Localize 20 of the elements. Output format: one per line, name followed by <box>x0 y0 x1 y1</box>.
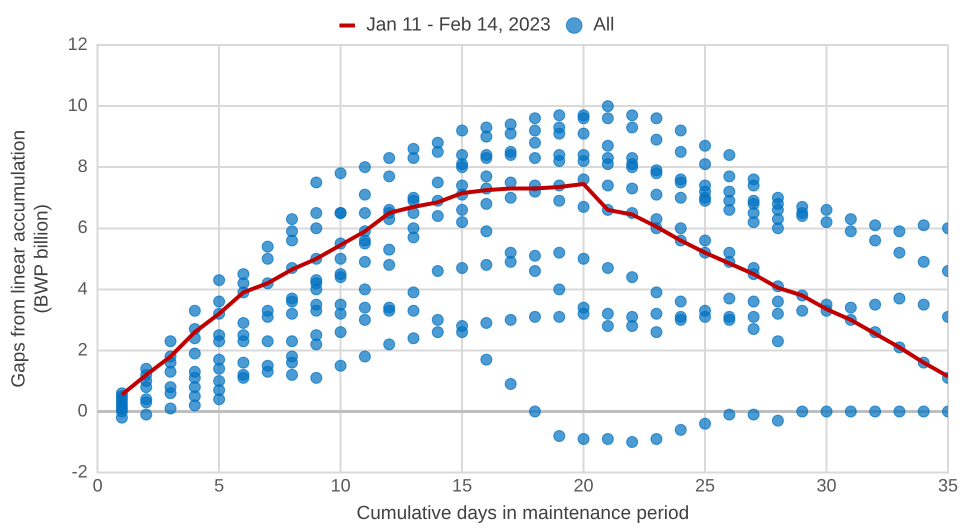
y-tick-label: 10 <box>68 95 88 116</box>
x-tick-label: 15 <box>452 475 472 496</box>
x-tick-label: 25 <box>695 475 716 496</box>
x-tick-label: 35 <box>938 475 958 496</box>
y-axis-title: Gaps from linear accumulation (BWP billion) <box>8 130 52 388</box>
y-tick-label: 2 <box>78 339 88 360</box>
x-tick-label: 5 <box>214 475 224 496</box>
y-tick-label: 8 <box>78 156 88 176</box>
x-tick-label: 0 <box>92 475 103 496</box>
x-axis-title: Cumulative days in maintenance period <box>356 502 690 524</box>
y-tick-label: 4 <box>78 278 88 298</box>
y-tick-label: 0 <box>78 400 88 420</box>
legend-label: Jan 11 - Feb 14, 2023 <box>366 14 551 36</box>
y-tick-label: -2 <box>72 462 88 482</box>
y-tick-label: 6 <box>78 217 88 238</box>
x-tick-label: 30 <box>816 475 837 496</box>
x-tick-label: 20 <box>574 475 594 496</box>
x-tick-label: 10 <box>330 475 351 496</box>
y-tick-label: 12 <box>68 34 88 54</box>
legend-label: All <box>593 14 614 36</box>
